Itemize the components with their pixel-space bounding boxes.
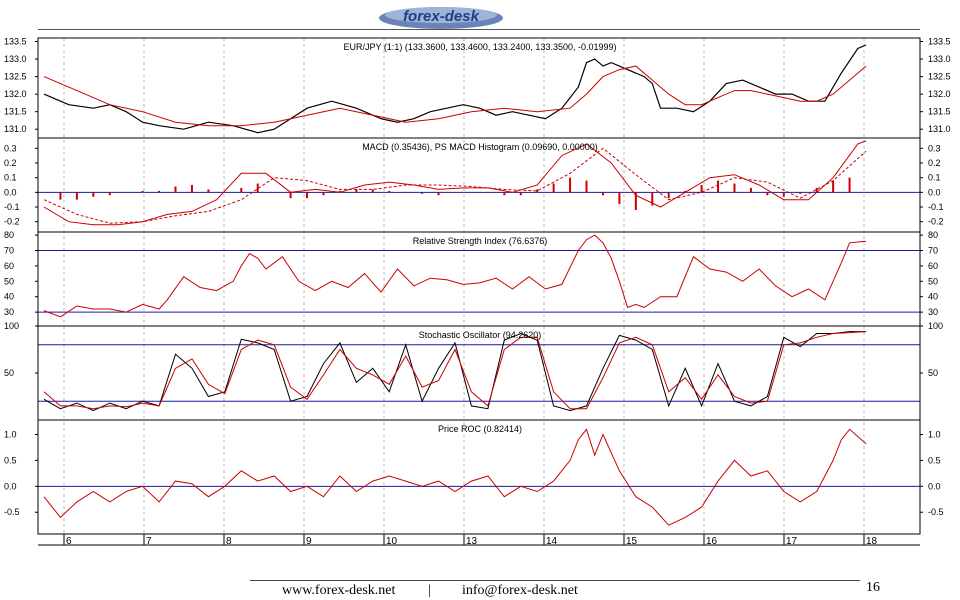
x-tick-label-8: 16: [706, 536, 718, 547]
y-tick-label-right-4-3: 1.0: [928, 430, 941, 440]
y-tick-label-left-4-1: 0.0: [4, 481, 17, 491]
signal-series-line: [43, 147, 867, 224]
y-tick-label-left-3-1: 100: [4, 321, 19, 331]
x-tick-label-1: 7: [146, 536, 152, 547]
x-tick-label-0: 6: [66, 536, 72, 547]
y-tick-label-left-2-5: 80: [4, 230, 14, 240]
y-tick-label-right-1-3: 0.1: [928, 173, 941, 183]
y-tick-label-right-0-2: 132.0: [928, 89, 951, 99]
y-tick-label-left-0-1: 131.5: [4, 107, 27, 117]
y-tick-label-left-3-0: 50: [4, 368, 14, 378]
panel-frame-1: [37, 137, 921, 233]
y-tick-label-right-0-1: 131.5: [928, 107, 951, 117]
y-tick-label-right-0-5: 133.5: [928, 37, 951, 47]
panel-title-1: MACD (0.35436), PS MACD Histogram (0.096…: [362, 142, 598, 152]
y-tick-label-left-0-5: 133.5: [4, 37, 27, 47]
x-tick-label-6: 14: [546, 536, 558, 547]
y-tick-label-left-1-1: -0.1: [4, 202, 20, 212]
y-tick-label-left-0-3: 132.5: [4, 72, 27, 82]
panel-title-0: EUR/JPY (1:1) (133.3600, 133.4600, 133.2…: [343, 42, 616, 52]
x-tick-label-9: 17: [786, 536, 798, 547]
price-series-line: [43, 44, 867, 134]
y-tick-label-left-4-2: 0.5: [4, 455, 17, 465]
y-tick-label-right-2-1: 40: [928, 292, 938, 302]
y-tick-label-left-1-2: 0.0: [4, 187, 17, 197]
y-tick-label-right-4-2: 0.5: [928, 455, 941, 465]
y-tick-label-right-0-4: 133.0: [928, 54, 951, 64]
y-tick-label-right-2-5: 80: [928, 230, 938, 240]
y-tick-label-left-0-0: 131.0: [4, 124, 27, 134]
y-tick-label-left-2-3: 60: [4, 261, 14, 271]
x-tick-label-4: 10: [386, 536, 398, 547]
indicator-chart: EUR/JPY (1:1) (133.3600, 133.4600, 133.2…: [4, 37, 951, 547]
y-tick-label-left-0-2: 132.0: [4, 89, 27, 99]
y-tick-label-right-2-2: 50: [928, 276, 938, 286]
x-tick-label-2: 8: [226, 536, 232, 547]
y-tick-label-left-4-0: -0.5: [4, 507, 20, 517]
footer: www.forex-desk.net | info@forex-desk.net…: [0, 580, 960, 600]
y-tick-label-left-1-4: 0.2: [4, 158, 17, 168]
d-series-line: [43, 331, 867, 410]
y-tick-label-right-2-0: 30: [928, 307, 938, 317]
y-tick-label-left-0-4: 133.0: [4, 54, 27, 64]
panel-title-4: Price ROC (0.82414): [438, 424, 522, 434]
y-tick-label-left-2-2: 50: [4, 276, 14, 286]
x-tick-label-3: 9: [306, 536, 312, 547]
y-tick-label-right-2-3: 60: [928, 261, 938, 271]
panel-title-3: Stochastic Oscillator (94.2620): [419, 330, 542, 340]
x-tick-label-7: 15: [626, 536, 638, 547]
k-series-line: [43, 331, 866, 412]
page-number: 16: [866, 580, 880, 595]
y-tick-label-right-1-1: -0.1: [928, 202, 944, 212]
y-tick-label-right-2-4: 70: [928, 245, 938, 255]
y-tick-label-left-1-5: 0.3: [4, 143, 17, 153]
y-tick-label-left-4-3: 1.0: [4, 430, 17, 440]
y-tick-label-right-0-0: 131.0: [928, 124, 951, 134]
y-tick-label-right-1-4: 0.2: [928, 158, 941, 168]
y-tick-label-left-2-0: 30: [4, 307, 14, 317]
roc-series-line: [43, 428, 867, 526]
y-tick-label-right-4-1: 0.0: [928, 481, 941, 491]
footer-email[interactable]: info@forex-desk.net: [462, 583, 578, 598]
header-rule: [38, 29, 920, 30]
panel-frame-0: [37, 37, 921, 139]
x-tick-label-10: 18: [866, 536, 878, 547]
y-tick-label-left-2-1: 40: [4, 292, 14, 302]
footer-rule: [250, 580, 860, 581]
moving-average-series-line: [43, 65, 867, 127]
panel-frame-4: [37, 419, 921, 535]
y-tick-label-right-1-0: -0.2: [928, 217, 944, 227]
x-tick-label-5: 13: [466, 536, 478, 547]
footer-website[interactable]: www.forex-desk.net: [282, 583, 396, 598]
forex-desk-logo: forex-desk: [379, 7, 503, 29]
logo-text: forex-desk: [403, 8, 480, 25]
y-tick-label-right-1-2: 0.0: [928, 187, 941, 197]
y-tick-label-left-1-0: -0.2: [4, 217, 20, 227]
y-tick-label-right-3-1: 100: [928, 321, 943, 331]
panel-title-2: Relative Strength Index (76.6376): [413, 236, 548, 246]
y-tick-label-right-3-0: 50: [928, 368, 938, 378]
y-tick-label-right-0-3: 132.5: [928, 72, 951, 82]
y-tick-label-left-1-3: 0.1: [4, 173, 17, 183]
y-tick-label-right-1-5: 0.3: [928, 143, 941, 153]
rsi-series-line: [43, 234, 867, 318]
macd-series-line: [43, 140, 867, 226]
y-tick-label-left-2-4: 70: [4, 245, 14, 255]
y-tick-label-right-4-0: -0.5: [928, 507, 944, 517]
footer-separator: |: [428, 583, 431, 598]
